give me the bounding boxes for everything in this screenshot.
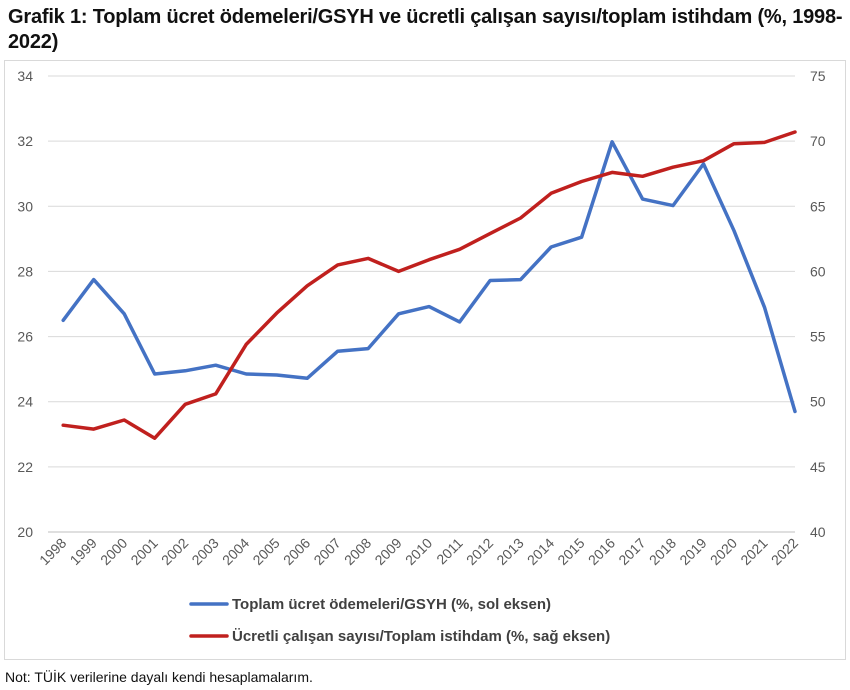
left-tick-label: 34 (17, 68, 33, 84)
x-tick-label: 2015 (554, 535, 587, 568)
x-tick-label: 2021 (737, 535, 770, 568)
x-tick-label: 2009 (371, 535, 404, 568)
x-tick-label: 2001 (127, 535, 160, 568)
series-line-employee-share (61, 130, 797, 440)
left-tick-label: 26 (17, 329, 33, 345)
right-tick-label: 65 (810, 198, 826, 214)
x-tick-label: 2012 (463, 535, 496, 568)
right-tick-label: 60 (810, 263, 826, 279)
legend-label: Toplam ücret ödemeleri/GSYH (%, sol ekse… (232, 596, 551, 613)
chart-frame (4, 60, 846, 660)
x-tick-label: 2020 (707, 535, 740, 568)
left-axis-ticks: 20 22 24 26 28 30 32 34 (17, 68, 33, 540)
x-tick-label: 2008 (341, 535, 374, 568)
left-tick-label: 30 (17, 198, 33, 214)
x-tick-label: 2010 (402, 535, 435, 568)
x-tick-label: 2019 (676, 535, 709, 568)
x-tick-label: 2003 (188, 535, 221, 568)
legend-label: Ücretli çalışan sayısı/Toplam istihdam (… (232, 628, 610, 645)
x-tick-label: 2014 (524, 535, 557, 568)
left-tick-label: 24 (17, 394, 33, 410)
series-lines (61, 130, 797, 440)
left-tick-label: 28 (17, 263, 33, 279)
right-axis-ticks: 40 45 50 55 60 65 70 75 (810, 68, 826, 540)
x-tick-label: 2007 (310, 535, 343, 568)
right-tick-label: 40 (810, 524, 826, 540)
x-tick-label: 2002 (158, 535, 191, 568)
x-tick-label: 2005 (249, 535, 282, 568)
right-tick-label: 45 (810, 459, 826, 475)
x-tick-label: 2000 (97, 535, 130, 568)
right-tick-label: 55 (810, 329, 826, 345)
x-tick-label: 2018 (646, 535, 679, 568)
series-line-wage-share (61, 140, 797, 414)
left-tick-label: 32 (17, 133, 33, 149)
x-tick-label: 2022 (768, 535, 801, 568)
gridlines (48, 75, 795, 533)
x-tick-label: 2011 (433, 535, 466, 568)
x-tick-label: 1999 (67, 535, 100, 568)
right-tick-label: 70 (810, 133, 826, 149)
right-tick-label: 50 (810, 394, 826, 410)
legend: Toplam ücret ödemeleri/GSYH (%, sol ekse… (189, 596, 610, 645)
left-tick-label: 20 (17, 524, 33, 540)
x-tick-label: 2016 (585, 535, 618, 568)
right-tick-label: 75 (810, 68, 826, 84)
x-tick-label: 2013 (493, 535, 526, 568)
left-tick-label: 22 (17, 459, 33, 475)
x-tick-label: 1998 (36, 535, 69, 568)
chart-title: Grafik 1: Toplam ücret ödemeleri/GSYH ve… (8, 6, 843, 53)
x-axis-ticks: 1998199920002001200220032004200520062007… (36, 535, 801, 568)
footnote: Not: TÜİK verilerine dayalı kendi hesapl… (5, 669, 313, 685)
x-tick-label: 2006 (280, 535, 313, 568)
x-tick-label: 2004 (219, 535, 252, 568)
x-tick-label: 2017 (615, 535, 648, 568)
